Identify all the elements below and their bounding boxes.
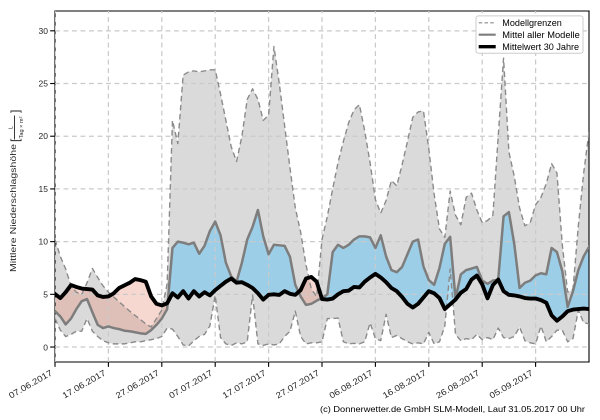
svg-text:0: 0 bbox=[43, 342, 48, 352]
svg-text:25: 25 bbox=[39, 79, 49, 89]
svg-text:17.06.2017: 17.06.2017 bbox=[60, 367, 107, 400]
svg-text:10: 10 bbox=[39, 237, 49, 247]
svg-text:]: ] bbox=[8, 110, 22, 113]
svg-text:27.06.2017: 27.06.2017 bbox=[114, 367, 161, 400]
svg-text:20: 20 bbox=[39, 131, 49, 141]
svg-text:[: [ bbox=[8, 138, 22, 142]
svg-text:16.08.2017: 16.08.2017 bbox=[381, 367, 428, 400]
svg-text:30: 30 bbox=[39, 26, 49, 36]
svg-text:(c) Donnerwetter.de GmbH SLM-M: (c) Donnerwetter.de GmbH SLM-Modell, Lau… bbox=[320, 404, 585, 414]
svg-text:27.07.2017: 27.07.2017 bbox=[274, 367, 321, 400]
svg-text:17.07.2017: 17.07.2017 bbox=[221, 367, 268, 400]
svg-text:05.09.2017: 05.09.2017 bbox=[488, 367, 535, 400]
svg-text:15: 15 bbox=[39, 184, 49, 194]
svg-text:Modellgrenzen: Modellgrenzen bbox=[502, 18, 562, 28]
svg-text:Mittel aller Modelle: Mittel aller Modelle bbox=[502, 30, 580, 40]
svg-text:06.08.2017: 06.08.2017 bbox=[327, 367, 374, 400]
svg-text:Mittelwert 30 Jahre: Mittelwert 30 Jahre bbox=[502, 42, 579, 52]
svg-text:Mittlere Niederschlagshöhe: Mittlere Niederschlagshöhe bbox=[8, 144, 18, 272]
svg-text:07.07.2017: 07.07.2017 bbox=[167, 367, 214, 400]
svg-text:L: L bbox=[9, 126, 15, 129]
svg-text:5: 5 bbox=[43, 289, 48, 299]
svg-text:26.08.2017: 26.08.2017 bbox=[434, 367, 481, 400]
svg-text:Tag × m²: Tag × m² bbox=[19, 116, 25, 138]
svg-text:07.06.2017: 07.06.2017 bbox=[7, 367, 54, 400]
